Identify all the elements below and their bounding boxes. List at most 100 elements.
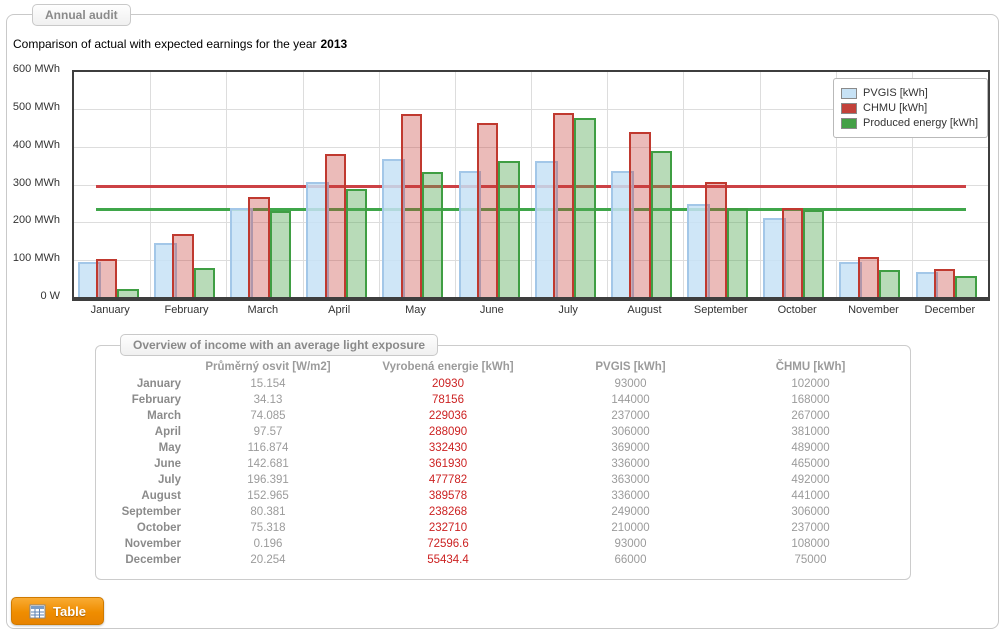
annual-audit-tab: Annual audit	[32, 4, 131, 26]
bar-group-april	[303, 72, 379, 297]
y-tick-label: 200 MWh	[12, 214, 60, 227]
y-tick-label: 0 W	[40, 290, 60, 302]
table-icon	[29, 604, 46, 618]
table-header-row: Průměrný osvit [W/m2] Vyrobená energie [k…	[103, 358, 903, 376]
table-button[interactable]: Table	[11, 597, 104, 625]
row-month: October	[136, 522, 181, 534]
column-header: Vyrobená energie [kWh]	[382, 361, 514, 373]
table-row: August 152.965 389578 336000 441000	[103, 488, 903, 504]
row-month: February	[131, 394, 181, 406]
row-value: 441000	[791, 490, 830, 502]
gridline-vertical	[607, 72, 609, 297]
x-tick-label: December	[924, 304, 976, 316]
row-value: 389578	[428, 490, 468, 502]
bar-november-series-1	[857, 256, 880, 297]
x-tick-label: April	[328, 304, 351, 316]
bar-group-july	[531, 72, 607, 297]
x-tick-label: February	[164, 304, 209, 316]
legend-label: PVGIS [kWh]	[863, 87, 928, 99]
row-value: 108000	[791, 538, 830, 550]
legend-item: CHMU [kWh]	[841, 102, 978, 114]
gridline-vertical	[378, 72, 380, 297]
row-value: 20930	[432, 378, 464, 390]
gridline-vertical	[150, 72, 152, 297]
y-tick-label: 600 MWh	[12, 63, 60, 75]
bar-group-january	[74, 72, 150, 297]
y-tick-label: 500 MWh	[12, 100, 60, 113]
bar-group-june	[455, 72, 531, 297]
row-value: 75.318	[250, 522, 286, 534]
row-value: 152.965	[247, 490, 289, 502]
gridline-vertical	[454, 72, 456, 297]
bar-group-march	[226, 72, 302, 297]
row-value: 249000	[611, 506, 650, 518]
table-row: October 75.318 232710 210000 237000	[103, 520, 903, 536]
bar-august-series-0	[610, 171, 634, 297]
row-value: 75000	[794, 554, 827, 566]
income-table: Průměrný osvit [W/m2] Vyrobená energie [k…	[103, 358, 903, 568]
row-value: 20.254	[250, 554, 286, 566]
row-value: 80.381	[250, 506, 286, 518]
x-tick-label: June	[479, 304, 504, 316]
row-value: 306000	[791, 506, 830, 518]
bar-january-series-0	[77, 262, 101, 297]
table-button-label: Table	[53, 603, 86, 619]
chart-title: Comparison of actual with expected earni…	[13, 37, 347, 51]
plot-inner	[74, 72, 988, 297]
column-header: Průměrný osvit [W/m2]	[205, 361, 331, 373]
bar-february-series-2	[193, 267, 215, 297]
bar-january-series-2	[117, 289, 139, 297]
table-row: December 20.254 55434.4 66000 75000	[103, 552, 903, 568]
row-value: 229036	[428, 410, 468, 422]
bar-august-series-1	[629, 131, 651, 297]
bar-june-series-1	[476, 122, 499, 297]
legend-swatch	[841, 102, 858, 114]
chart-title-year: 2013	[320, 37, 348, 51]
row-value: 381000	[791, 426, 830, 438]
overview-tab: Overview of income with an average light…	[120, 334, 439, 356]
x-tick-label: September	[693, 304, 748, 316]
bar-january-series-1	[96, 258, 118, 297]
row-value: 93000	[614, 378, 647, 390]
row-month: June	[154, 458, 181, 470]
bar-march-series-2	[269, 211, 292, 297]
bar-march-series-1	[248, 196, 270, 297]
bar-june-series-2	[498, 161, 520, 297]
bar-october-series-2	[802, 209, 825, 297]
row-value: 93000	[614, 538, 647, 550]
row-value: 336000	[611, 458, 650, 470]
x-tick-label: July	[558, 304, 578, 316]
bar-april-series-2	[345, 188, 368, 297]
bar-november-series-0	[839, 262, 863, 297]
row-value: 237000	[611, 410, 650, 422]
bar-group-september	[683, 72, 759, 297]
bar-group-december	[912, 72, 988, 297]
bar-may-series-0	[382, 158, 406, 297]
row-value: 72596.6	[427, 538, 469, 550]
x-axis-labels: January February March April May June July Augu…	[72, 304, 988, 320]
bar-april-series-1	[324, 154, 346, 297]
table-row: March 74.085 229036 237000 267000	[103, 408, 903, 424]
bar-may-series-1	[400, 113, 423, 297]
row-month: January	[136, 378, 181, 390]
y-axis-labels: 600 MWh 500 MWh 400 MWh 300 MWh 200 MWh 100 M…	[0, 63, 64, 302]
x-tick-label: January	[90, 304, 130, 316]
legend-swatch	[841, 87, 858, 99]
row-value: 361930	[428, 458, 468, 470]
overview-panel	[95, 345, 911, 580]
row-month: May	[158, 442, 181, 454]
bar-june-series-0	[458, 171, 482, 297]
row-value: 142.681	[247, 458, 289, 470]
gridline-vertical	[302, 72, 304, 297]
bar-december-series-2	[955, 276, 977, 297]
table-row: January 15.154 20930 93000 102000	[103, 376, 903, 392]
table-row: September 80.381 238268 249000 306000	[103, 504, 903, 520]
row-value: 210000	[611, 522, 650, 534]
row-value: 102000	[791, 378, 830, 390]
column-header	[103, 358, 183, 376]
row-value: 489000	[791, 442, 830, 454]
table-row: May 116.874 332430 369000 489000	[103, 440, 903, 456]
legend-label: Produced energy [kWh]	[863, 117, 978, 129]
row-value: 116.874	[247, 442, 289, 454]
row-value: 288090	[428, 426, 468, 438]
